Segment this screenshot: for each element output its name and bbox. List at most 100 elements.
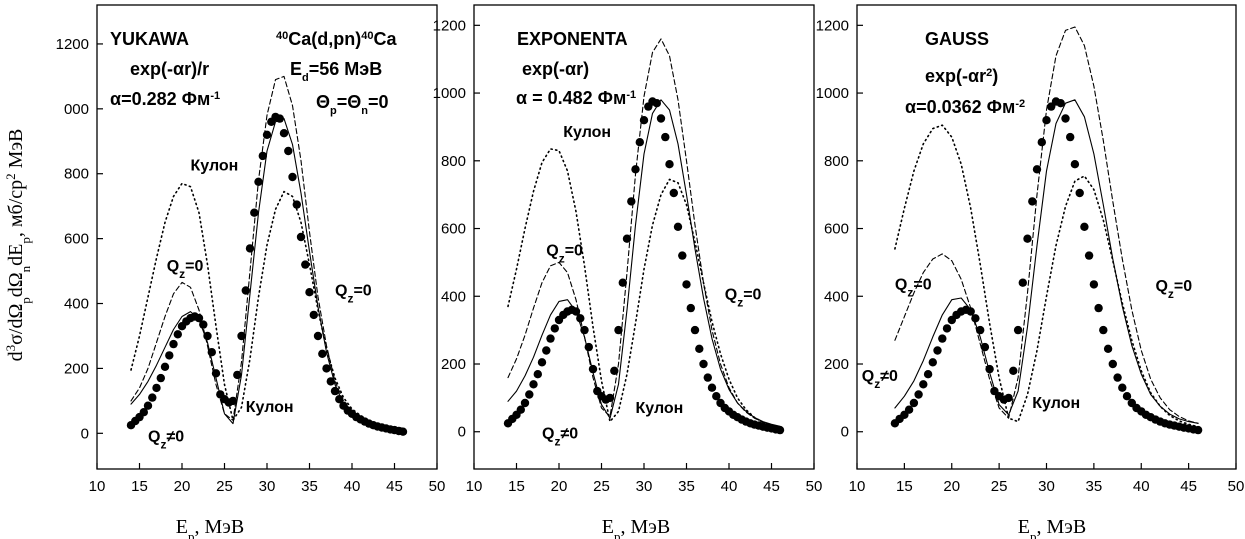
experimental-point	[139, 408, 148, 417]
alpha-parameter: α = 0.482 Фм-1	[516, 88, 636, 108]
y-tick-label: 600	[64, 231, 89, 248]
y-tick-label: 200	[441, 356, 466, 373]
experimental-point	[699, 359, 708, 369]
experimental-point	[313, 331, 323, 341]
alpha-parameter: α=0.0362 Фм-2	[905, 97, 1025, 117]
experimental-point	[537, 358, 547, 367]
experimental-point	[1080, 222, 1089, 231]
experimental-point	[976, 325, 985, 335]
experimental-point	[228, 396, 238, 406]
experimental-point	[1094, 303, 1103, 313]
experimental-point	[588, 364, 598, 374]
dashed-curve	[507, 38, 781, 428]
experimental-point	[233, 370, 242, 380]
experimental-point	[237, 331, 246, 341]
curve-annotation: Кулон	[1032, 395, 1080, 412]
experimental-point	[1084, 251, 1094, 260]
experimental-point	[665, 160, 674, 169]
experimental-point	[241, 286, 250, 295]
y-tick-label: 000	[64, 101, 89, 118]
experimental-point	[610, 366, 619, 375]
x-tick-label: 35	[1086, 478, 1103, 495]
y-tick-label: 1200	[816, 17, 849, 34]
experimental-point	[288, 172, 297, 182]
x-tick-label: 30	[259, 478, 276, 495]
y-tick-label: 600	[824, 221, 849, 238]
y-tick-label: 0	[458, 424, 466, 441]
experimental-point	[703, 373, 712, 382]
y-tick-label: 800	[441, 153, 466, 170]
experimental-point	[1004, 393, 1013, 403]
chart-panel-3: 10 15 20 25 30 35 40 45 50 0 200 400 600 800 1000 1200 Q…	[816, 4, 1244, 539]
experimental-point	[1009, 366, 1018, 375]
x-tick-label: 40	[721, 478, 738, 495]
x-tick-label: 20	[551, 478, 568, 495]
experimental-point	[199, 320, 208, 329]
x-tick-label: 20	[943, 478, 960, 495]
experimental-point	[326, 377, 335, 386]
experimental-point	[580, 325, 589, 335]
curve-annotation: Qz=0	[1155, 278, 1192, 301]
experimental-point	[542, 346, 551, 355]
x-tick-label: 20	[174, 478, 191, 495]
x-tick-label: 25	[593, 478, 610, 495]
y-tick-label: 1000	[816, 85, 849, 102]
experimental-point	[165, 351, 174, 360]
y-tick-label: 1200	[433, 17, 466, 34]
experimental-point	[775, 425, 785, 435]
experimental-point	[1070, 160, 1080, 169]
experimental-point	[245, 244, 255, 253]
experimental-point	[919, 380, 928, 389]
experimental-point	[305, 288, 314, 297]
y-tick-label: 0	[81, 425, 89, 442]
y-tick-label: 800	[824, 153, 849, 170]
x-tick-label: 40	[1133, 478, 1150, 495]
potential-formula: exp(-αr)	[522, 59, 589, 79]
experimental-point	[652, 99, 661, 108]
angles-label: Θp=Θn=0	[316, 92, 389, 117]
curve-annotation: Кулон	[563, 124, 611, 141]
curve-annotation: Кулон	[191, 157, 239, 174]
curve-annotation: Qz≠0	[148, 428, 184, 451]
experimental-point	[1103, 344, 1113, 353]
experimental-point	[1018, 278, 1027, 287]
experimental-point	[143, 401, 153, 410]
y-tick-label: 400	[441, 288, 466, 305]
y-tick-label: 600	[441, 221, 466, 238]
potential-formula: exp(-αr2)	[925, 66, 998, 86]
y-tick-label: 0	[841, 424, 849, 441]
curve-annotation: Кулон	[246, 399, 294, 416]
experimental-point	[1066, 132, 1075, 142]
x-tick-label: 10	[89, 478, 106, 495]
solid-curve	[507, 99, 781, 427]
experimental-point	[516, 405, 525, 414]
experimental-point	[966, 307, 975, 316]
experimental-point	[1099, 325, 1108, 335]
experimental-point	[250, 208, 259, 217]
curve-annotation: Qz=0	[546, 243, 583, 266]
experimental-point	[678, 251, 687, 260]
experimental-point	[322, 364, 331, 373]
experimental-point	[584, 342, 593, 352]
x-tick-label: 10	[466, 478, 483, 495]
experimental-point	[546, 334, 555, 343]
experimental-point	[576, 314, 585, 323]
dotted-curve	[894, 124, 1199, 428]
experimental-point	[614, 325, 623, 335]
experimental-point	[639, 116, 649, 125]
experimental-point	[656, 114, 666, 123]
curve-annotation: Qz=0	[167, 258, 204, 281]
x-tick-label: 25	[216, 478, 233, 495]
experimental-point	[169, 339, 178, 349]
experimental-point	[262, 130, 272, 139]
experimental-point	[690, 325, 700, 335]
experimental-point	[330, 386, 340, 396]
curve-annotation: Qz≠0	[542, 426, 578, 449]
experimental-point	[914, 390, 923, 399]
reaction-label: 40Ca(d,pn)40Ca	[276, 29, 397, 49]
experimental-point	[707, 383, 717, 392]
experimental-point	[335, 395, 344, 404]
experimental-point	[622, 234, 632, 243]
y-tick-label: 1000	[433, 85, 466, 102]
x-tick-label: 15	[508, 478, 525, 495]
